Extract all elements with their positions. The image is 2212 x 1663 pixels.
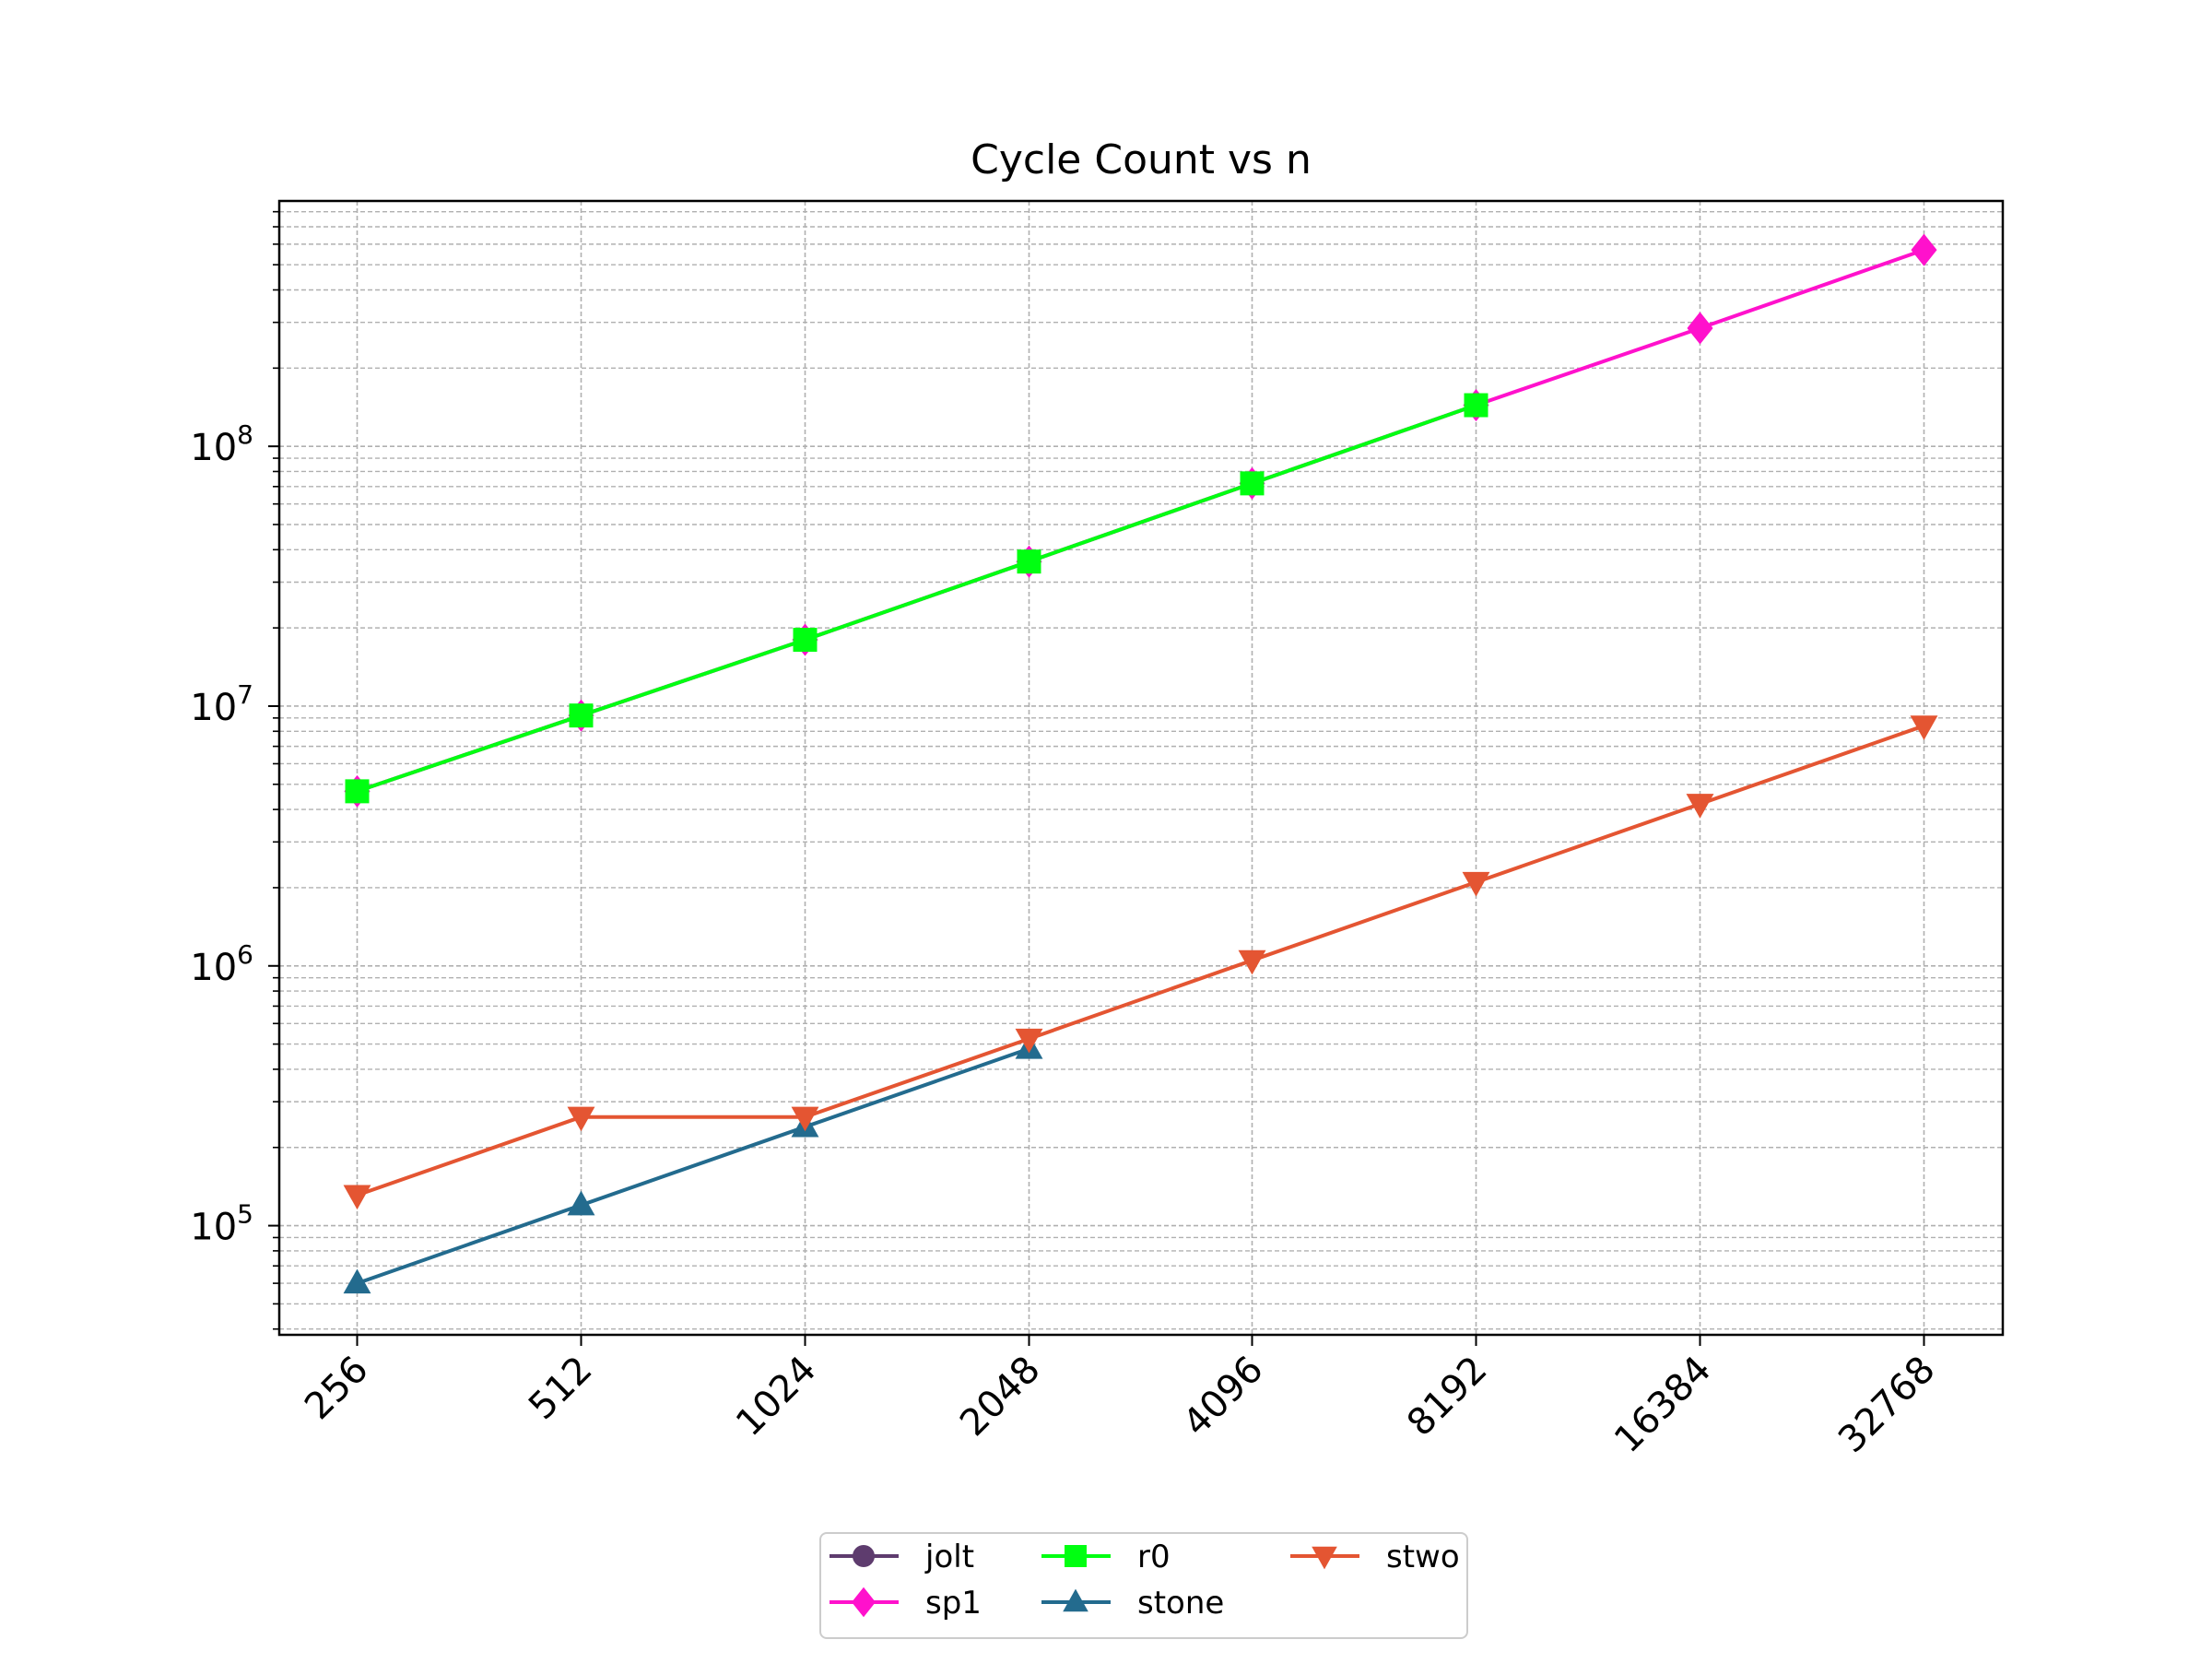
- x-tick-label: 4096: [1175, 1349, 1272, 1445]
- series-line-stwo: [356, 724, 1925, 1197]
- x-tick-label: 1024: [728, 1349, 825, 1445]
- data-point-r0: [1017, 549, 1041, 574]
- legend-label: r0: [1137, 1539, 1171, 1575]
- legend-label: sp1: [925, 1585, 982, 1622]
- y-tick-label: 108: [190, 419, 253, 469]
- legend-item-jolt: jolt: [830, 1539, 974, 1575]
- legend-box: [819, 1532, 1468, 1639]
- legend-item-sp1: sp1: [830, 1585, 982, 1622]
- y-tick-base: 10: [190, 1207, 237, 1249]
- legend-marker-jolt: [853, 1545, 875, 1567]
- legend-marker-stone: [1063, 1588, 1088, 1612]
- data-point-r0: [1464, 393, 1488, 418]
- legend-label: stwo: [1386, 1539, 1460, 1575]
- legend-marker-stwo: [1312, 1546, 1337, 1570]
- series-layer: [343, 233, 1938, 1294]
- chart-title: Cycle Count vs n: [971, 136, 1312, 183]
- data-point-r0: [569, 703, 594, 728]
- data-point-r0: [793, 628, 818, 653]
- plot-area-frame: [277, 199, 2005, 1337]
- series-stwo: [343, 715, 1938, 1210]
- x-tick-label: 512: [521, 1349, 601, 1429]
- y-tick-base: 10: [190, 687, 237, 729]
- legend: jolt sp1 r0 stone stwo: [819, 1532, 1468, 1639]
- legend-marker-sp1: [852, 1586, 876, 1618]
- data-point-r0: [1240, 471, 1265, 496]
- data-point-stone: [343, 1268, 371, 1294]
- x-tick-label: 16384: [1606, 1349, 1720, 1462]
- series-line-stone: [356, 1046, 1030, 1285]
- data-point-stwo: [343, 1185, 371, 1210]
- data-point-stwo: [791, 1106, 819, 1132]
- y-tick-label: 105: [190, 1199, 253, 1249]
- x-tick-label: 2048: [952, 1349, 1049, 1445]
- data-point-r0: [345, 779, 370, 804]
- legend-item-stone: stone: [1041, 1585, 1224, 1622]
- x-axis: 256 512 1024 2048 4096 8192 16384 32768: [297, 1335, 1944, 1461]
- series-line-r0: [356, 403, 1477, 794]
- x-tick-label: 32768: [1830, 1349, 1944, 1462]
- legend-label: stone: [1137, 1585, 1224, 1622]
- data-point-stwo: [1015, 1028, 1043, 1054]
- major-grid: [279, 201, 2003, 1335]
- y-tick-exponent: 8: [237, 419, 253, 450]
- series-jolt: [345, 393, 1488, 804]
- data-point-sp1: [1687, 312, 1713, 345]
- data-point-sp1: [1911, 233, 1937, 266]
- x-tick-label: 256: [297, 1349, 377, 1429]
- y-tick-exponent: 6: [237, 939, 253, 970]
- y-tick-label: 106: [190, 939, 253, 989]
- data-point-stwo: [1686, 794, 1714, 819]
- data-point-stone: [567, 1190, 595, 1216]
- series-r0: [345, 393, 1488, 804]
- data-point-stwo: [1238, 949, 1266, 975]
- legend-marker-r0: [1065, 1545, 1087, 1567]
- y-tick-label: 107: [190, 679, 253, 729]
- y-tick-base: 10: [190, 427, 237, 469]
- data-point-stwo: [567, 1106, 595, 1132]
- x-tick-label: 8192: [1399, 1349, 1496, 1445]
- minor-grid: [279, 210, 2003, 1330]
- legend-label: jolt: [924, 1539, 974, 1575]
- data-point-stwo: [1910, 715, 1938, 740]
- y-tick-exponent: 7: [237, 679, 253, 710]
- legend-item-stwo: stwo: [1290, 1539, 1460, 1575]
- legend-item-r0: r0: [1041, 1539, 1171, 1575]
- y-tick-exponent: 5: [237, 1199, 253, 1230]
- data-point-stwo: [1462, 871, 1490, 897]
- y-tick-base: 10: [190, 947, 237, 989]
